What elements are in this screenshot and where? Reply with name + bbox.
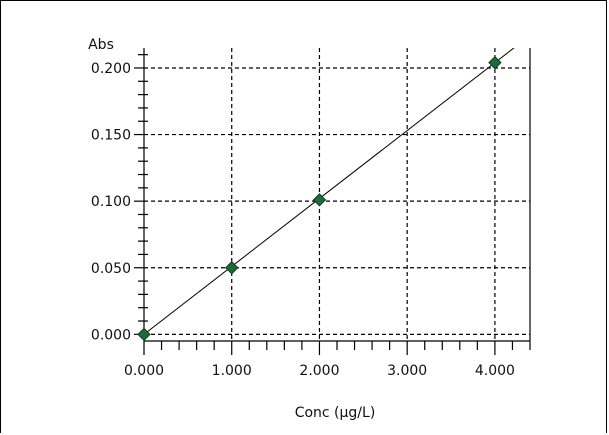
x-tick-label: 1.000 [212,363,252,379]
points-layer [137,55,502,342]
y-axis-label: Abs [88,37,114,53]
x-tick-label: 3.000 [387,363,427,379]
calibration-fit-line [144,48,515,335]
grid [144,48,530,341]
data-point-diamond [488,55,502,70]
y-tick-label: 0.200 [91,61,131,77]
x-tick-label: 2.000 [299,363,339,379]
data-point-diamond [225,261,239,275]
x-axis-label: Conc (µg/L) [295,405,376,421]
y-tick-label: 0.050 [91,261,131,277]
x-tick-label: 0.000 [124,363,164,379]
x-tick-label: 4.000 [475,363,515,379]
tick-labels: 0.000 1.000 2.000 3.000 4.000 0.000 0.050 0.100… [91,61,515,379]
y-tick-label: 0.000 [91,327,131,343]
data-point-diamond [312,193,327,207]
axes [134,48,531,355]
y-tick-label: 0.150 [91,128,131,144]
y-tick-label: 0.100 [91,194,131,210]
data-point-diamond [137,327,151,342]
fit-line-layer [144,48,515,335]
